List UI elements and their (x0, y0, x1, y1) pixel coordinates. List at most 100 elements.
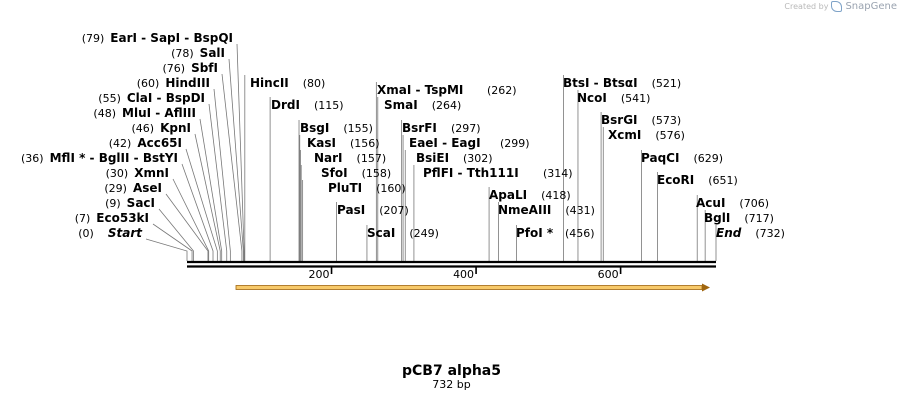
site-name-pluti: PluTI (328, 181, 362, 195)
site-position-saci: (9) (105, 197, 121, 210)
tick-label-600: 600 (598, 268, 619, 281)
site-sali[interactable]: SalI (78) (171, 46, 225, 60)
leader-sali (228, 58, 244, 261)
site-clai[interactable]: ClaI - BspDI (55) (98, 91, 205, 105)
site-position-eco53ki: (7) (75, 212, 91, 225)
site-saci[interactable]: SacI (9) (105, 196, 155, 210)
leader-asei (165, 193, 209, 261)
leader-mfli (181, 163, 214, 261)
site-xmai[interactable]: XmaI - TspMI (262) (377, 83, 517, 97)
feature-arrow-head (702, 283, 710, 292)
site-name-acc65i: Acc65I (137, 136, 182, 150)
site-name-bsgi: BsgI (300, 121, 329, 135)
site-name-acui: AcuI (696, 196, 725, 210)
leader-xmni (172, 178, 210, 261)
site-acc65i[interactable]: Acc65I (42) (109, 136, 182, 150)
site-ncoi[interactable]: NcoI (541) (577, 91, 650, 105)
site-name-scai: ScaI (367, 226, 395, 240)
site-start[interactable]: Start (0) (78, 226, 143, 240)
site-name-ecori: EcoRI (657, 173, 694, 187)
site-eari[interactable]: EarI - SapI - BspQI (79) (82, 31, 233, 45)
site-pluti[interactable]: PluTI (160) (328, 181, 406, 195)
site-paqci[interactable]: PaqCI (629) (641, 151, 723, 165)
credit-brand: SnapGene (845, 1, 897, 12)
site-name-pfoi: PfoI * (516, 226, 554, 240)
site-name-end: End (716, 226, 742, 240)
site-position-bsiei: (302) (463, 152, 493, 165)
site-ecori[interactable]: EcoRI (651) (657, 173, 738, 187)
site-position-kpni: (46) (132, 122, 155, 135)
site-name-eari: EarI - SapI - BspQI (110, 31, 233, 45)
site-position-xmai: (262) (487, 84, 517, 97)
leader-mlui (199, 118, 223, 261)
site-position-acui: (706) (739, 197, 769, 210)
site-bsgi[interactable]: BsgI (155) (300, 121, 373, 135)
snapgene-credit: Created by SnapGene (784, 1, 897, 12)
site-position-eari: (79) (82, 32, 105, 45)
site-name-asei: AseI (133, 181, 162, 195)
site-pflfi[interactable]: PflFI - Tth111I (314) (423, 166, 573, 180)
site-position-bgli: (717) (744, 212, 774, 225)
site-hindiii[interactable]: HindIII (60) (137, 76, 210, 90)
site-name-nmeaiii: NmeAIII (498, 203, 551, 217)
site-kpni[interactable]: KpnI (46) (132, 121, 192, 135)
site-xcmi[interactable]: XcmI (576) (608, 128, 685, 142)
site-name-apali: ApaLI (489, 188, 527, 202)
site-mlui[interactable]: MluI - AflIII (48) (93, 106, 196, 120)
site-position-clai: (55) (98, 92, 121, 105)
leader-saci (158, 208, 194, 261)
leader-eco53ki (152, 223, 193, 261)
site-name-nari: NarI (314, 151, 343, 165)
site-position-pasi: (207) (379, 204, 409, 217)
site-name-xmai: XmaI - TspMI (377, 83, 463, 97)
site-name-bsrfi: BsrFI (402, 121, 437, 135)
site-name-xmni: XmnI (134, 166, 169, 180)
site-asei[interactable]: AseI (29) (104, 181, 162, 195)
site-position-sbfi: (76) (162, 62, 185, 75)
site-position-bsrfi: (297) (451, 122, 481, 135)
leader-start (145, 238, 188, 261)
site-position-smai: (264) (432, 99, 462, 112)
site-hincii[interactable]: HincII (80) (250, 76, 325, 90)
site-eaei[interactable]: EaeI - EagI (299) (409, 136, 530, 150)
site-position-nari: (157) (357, 152, 387, 165)
site-acui[interactable]: AcuI (706) (696, 196, 769, 210)
leader-kpni (194, 133, 221, 261)
site-name-clai: ClaI - BspDI (127, 91, 205, 105)
site-nmeaiii[interactable]: NmeAIII (431) (498, 203, 595, 217)
site-name-hindiii: HindIII (165, 76, 210, 90)
site-name-kpni: KpnI (160, 121, 191, 135)
site-name-hincii: HincII (250, 76, 289, 90)
site-bsiei[interactable]: BsiEI (302) (416, 151, 493, 165)
site-position-drdi: (115) (314, 99, 344, 112)
site-bgli[interactable]: BglI (717) (704, 211, 774, 225)
site-pfoi[interactable]: PfoI * (456) (516, 226, 595, 240)
site-smai[interactable]: SmaI (264) (384, 98, 461, 112)
site-btsi[interactable]: BtsI - BtsαI (521) (563, 76, 681, 90)
leader-acc65i (185, 148, 218, 261)
site-mfli[interactable]: MflI * - BglII - BstYI (36) (21, 151, 178, 165)
site-nari[interactable]: NarI (157) (314, 151, 386, 165)
site-pasi[interactable]: PasI (207) (337, 203, 409, 217)
site-sbfi[interactable]: SbfI (76) (162, 61, 218, 75)
site-name-drdi: DrdI (271, 98, 300, 112)
site-drdi[interactable]: DrdI (115) (271, 98, 344, 112)
site-scai[interactable]: ScaI (249) (367, 226, 439, 240)
site-position-pfoi: (456) (565, 227, 595, 240)
feature-arrow (235, 283, 710, 292)
site-end[interactable]: End (732) (716, 226, 785, 240)
leader-sbfi (221, 73, 243, 261)
site-xmni[interactable]: XmnI (30) (106, 166, 169, 180)
site-bsrfi[interactable]: BsrFI (297) (402, 121, 481, 135)
site-name-xcmi: XcmI (608, 128, 641, 142)
site-position-asei: (29) (104, 182, 127, 195)
site-bsrgi[interactable]: BsrGI (573) (601, 113, 681, 127)
site-kasi[interactable]: KasI (156) (307, 136, 380, 150)
site-position-btsi: (521) (652, 77, 682, 90)
site-position-pflfi: (314) (543, 167, 573, 180)
site-name-sfoi: SfoI (321, 166, 348, 180)
site-name-sbfi: SbfI (191, 61, 218, 75)
site-apali[interactable]: ApaLI (418) (489, 188, 571, 202)
site-sfoi[interactable]: SfoI (158) (321, 166, 391, 180)
site-eco53ki[interactable]: Eco53kI (7) (75, 211, 149, 225)
